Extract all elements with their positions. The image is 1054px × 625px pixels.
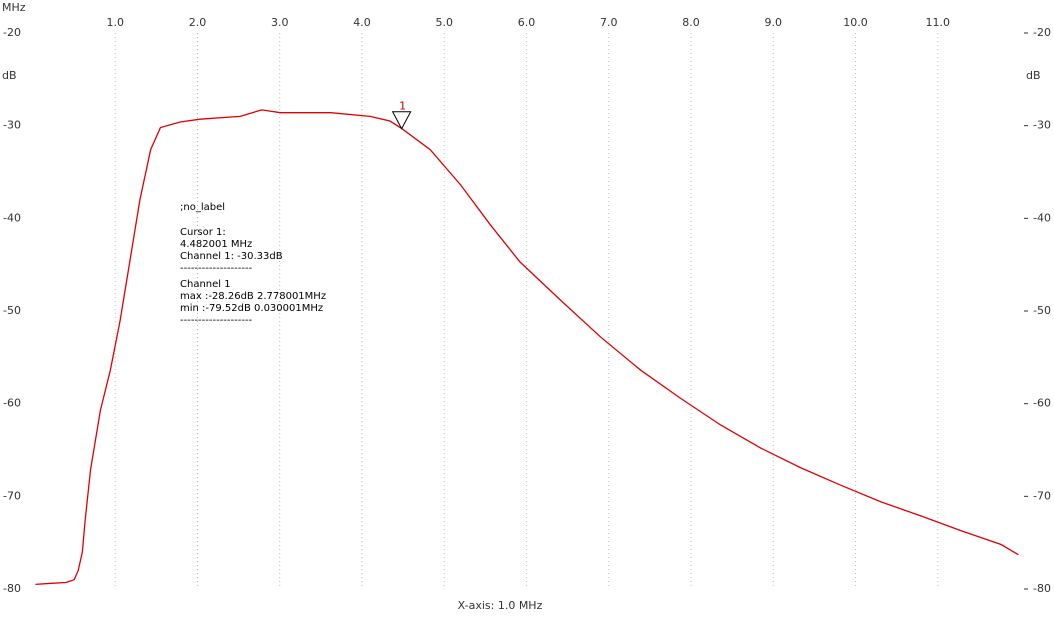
x-tick-label: 7.0 xyxy=(600,16,618,29)
y-tick-label: -70 xyxy=(1033,489,1051,502)
x-tick-label: 4.0 xyxy=(353,16,371,29)
x-unit: MHz xyxy=(2,1,26,14)
annotation: Channel 1: -30.33dB xyxy=(180,251,283,262)
y-tick-label: -30 xyxy=(1033,119,1051,132)
x-tick-label: 8.0 xyxy=(682,16,700,29)
y-tick-label: -20 xyxy=(1033,26,1051,39)
x-tick-label: 5.0 xyxy=(436,16,454,29)
cursor-label: 1 xyxy=(399,100,406,113)
y-tick-label: -70 xyxy=(3,489,21,502)
x-tick-label: 6.0 xyxy=(518,16,536,29)
cursor-marker xyxy=(391,111,412,130)
annotation: -------------------- xyxy=(180,263,253,274)
x-tick-label: 3.0 xyxy=(271,16,289,29)
series-line xyxy=(35,109,1019,586)
x-tick-label: 1.0 xyxy=(107,16,125,29)
x-tick-label: 9.0 xyxy=(765,16,783,29)
annotation: Channel 1 xyxy=(180,279,231,290)
y-unit-right: dB xyxy=(1026,69,1041,82)
annotation: min :-79.52dB 0.030001MHz xyxy=(180,303,323,314)
y-tick-label: -50 xyxy=(1033,304,1051,317)
x-tick-label: 2.0 xyxy=(189,16,207,29)
y-tick-label: -50 xyxy=(3,304,21,317)
annotation: max :-28.26dB 2.778001MHz xyxy=(180,291,326,302)
y-tick-label: -40 xyxy=(1033,211,1051,224)
y-tick-label: -20 xyxy=(3,26,21,39)
y-tick-label: -40 xyxy=(3,211,21,224)
annotation: 4.482001 MHz xyxy=(180,239,252,250)
y-unit-left: dB xyxy=(2,69,17,82)
y-tick-label: -60 xyxy=(3,397,21,410)
y-tick-label: -60 xyxy=(1033,397,1051,410)
y-tick-label: -80 xyxy=(3,582,21,595)
annotation: -------------------- xyxy=(180,315,253,326)
annotation: ;no_label xyxy=(180,202,225,213)
x-axis-label: X-axis: 1.0 MHz xyxy=(458,599,543,612)
y-tick-label: -30 xyxy=(3,119,21,132)
x-tick-label: 11.0 xyxy=(926,16,951,29)
y-tick-label: -80 xyxy=(1033,582,1051,595)
annotation: Cursor 1: xyxy=(180,227,226,238)
x-tick-label: 10.0 xyxy=(843,16,868,29)
